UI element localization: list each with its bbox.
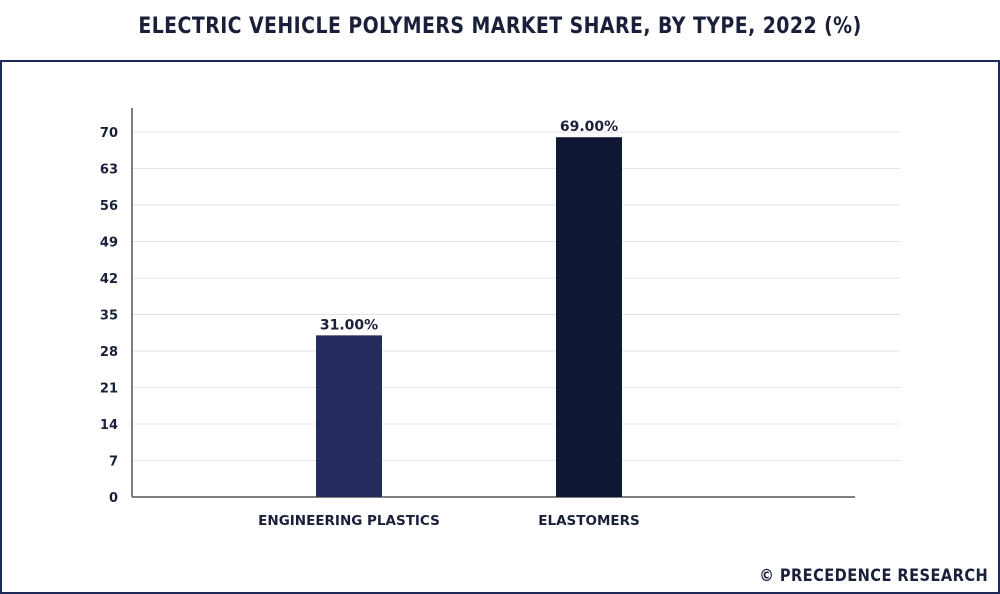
y-tick-label: 35 — [100, 309, 118, 324]
bar-engineering-plastics — [316, 335, 382, 497]
data-labels: 31.00% 69.00% — [320, 119, 618, 333]
chart-title: ELECTRIC VEHICLE POLYMERS MARKET SHARE, … — [138, 14, 862, 39]
data-label: 31.00% — [320, 317, 378, 333]
category-labels: ENGINEERING PLASTICS ELASTOMERS — [258, 513, 640, 529]
y-tick-label: 63 — [100, 163, 118, 178]
y-tick-label: 7 — [109, 455, 118, 470]
category-label: ELASTOMERS — [538, 513, 639, 529]
chart-header: ELECTRIC VEHICLE POLYMERS MARKET SHARE, … — [0, 0, 1000, 62]
data-label: 69.00% — [560, 119, 618, 135]
y-tick-labels: 0 7 14 21 28 35 42 49 56 63 70 — [100, 126, 118, 506]
y-tick-label: 70 — [100, 126, 118, 141]
bar-elastomers — [556, 137, 622, 497]
y-tick-label: 42 — [100, 272, 118, 287]
category-label: ENGINEERING PLASTICS — [258, 513, 440, 529]
y-tick-label: 56 — [100, 199, 118, 214]
y-tick-label: 0 — [109, 491, 118, 506]
y-tick-label: 28 — [100, 345, 118, 360]
bars — [316, 137, 622, 497]
gridlines — [132, 131, 900, 461]
y-tick-label: 14 — [100, 418, 118, 433]
axes — [131, 108, 855, 498]
brand-footer: © PRECEDENCE RESEARCH — [759, 566, 988, 586]
y-tick-label: 21 — [100, 382, 118, 397]
y-tick-label: 49 — [100, 236, 118, 251]
